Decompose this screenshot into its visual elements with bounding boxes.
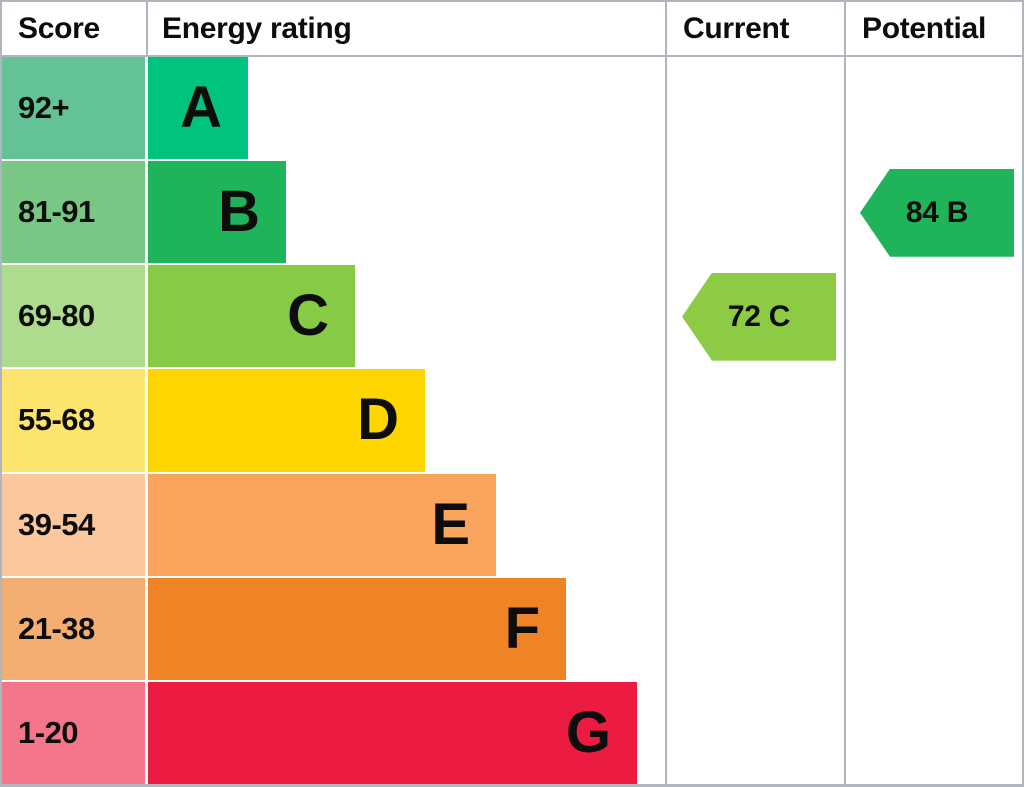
score-column: 92+ 81-91 69-80 55-68 39-54 21-38 1-20	[2, 57, 148, 784]
band-bar-e: E	[148, 473, 496, 576]
band-bar-b: B	[148, 161, 286, 264]
band-letter-g: G	[565, 699, 611, 765]
potential-column: 84 B	[844, 57, 1022, 784]
band-letter-b: B	[218, 179, 260, 245]
potential-cell	[846, 265, 1022, 369]
score-range-e: 39-54	[2, 473, 145, 578]
current-arrow: 72 C	[682, 272, 836, 361]
current-cell	[667, 472, 844, 576]
current-cell	[667, 161, 844, 265]
current-column: 72 C	[665, 57, 844, 784]
band-row-a: A	[148, 57, 665, 161]
potential-cell: 84 B	[846, 161, 1022, 265]
current-cell	[667, 576, 844, 680]
band-letter-d: D	[357, 387, 399, 453]
current-cell	[667, 369, 844, 473]
band-bar-d: D	[148, 369, 425, 472]
band-row-f: F	[148, 577, 665, 682]
score-range-b: 81-91	[2, 161, 145, 266]
band-row-d: D	[148, 369, 665, 473]
band-bar-c: C	[148, 265, 355, 368]
band-row-e: E	[148, 473, 665, 578]
current-cell	[667, 57, 844, 161]
table-body: 92+ 81-91 69-80 55-68 39-54 21-38 1-20 A…	[2, 57, 1022, 784]
band-letter-a: A	[180, 75, 222, 141]
current-arrow-label: 72 C	[727, 299, 791, 333]
band-letter-e: E	[431, 491, 470, 557]
potential-cell	[846, 576, 1022, 680]
potential-cell	[846, 57, 1022, 161]
band-bar-f: F	[148, 577, 566, 680]
band-bar-a: A	[148, 57, 248, 160]
score-range-a: 92+	[2, 57, 145, 162]
band-row-g: G	[148, 681, 665, 784]
header-current: Current	[665, 2, 844, 55]
current-cell: 72 C	[667, 265, 844, 369]
header-score: Score	[2, 2, 148, 55]
potential-arrow-label: 84 B	[905, 195, 969, 229]
current-cell	[667, 680, 844, 784]
potential-cell	[846, 680, 1022, 784]
score-range-g: 1-20	[2, 681, 145, 784]
band-row-c: C	[148, 265, 665, 369]
band-bar-g: G	[148, 681, 637, 784]
score-range-d: 55-68	[2, 369, 145, 474]
band-letter-c: C	[287, 283, 329, 349]
header-energy-rating: Energy rating	[162, 11, 352, 45]
potential-cell	[846, 369, 1022, 473]
table-header: Score Energy rating Current Potential	[2, 2, 1022, 57]
energy-rating-column: A B C D E F G	[148, 57, 665, 784]
potential-arrow: 84 B	[860, 168, 1014, 257]
band-letter-f: F	[504, 595, 540, 661]
header-potential: Potential	[844, 2, 1022, 55]
score-range-c: 69-80	[2, 265, 145, 370]
score-range-f: 21-38	[2, 577, 145, 682]
band-row-b: B	[148, 161, 665, 265]
potential-cell	[846, 472, 1022, 576]
